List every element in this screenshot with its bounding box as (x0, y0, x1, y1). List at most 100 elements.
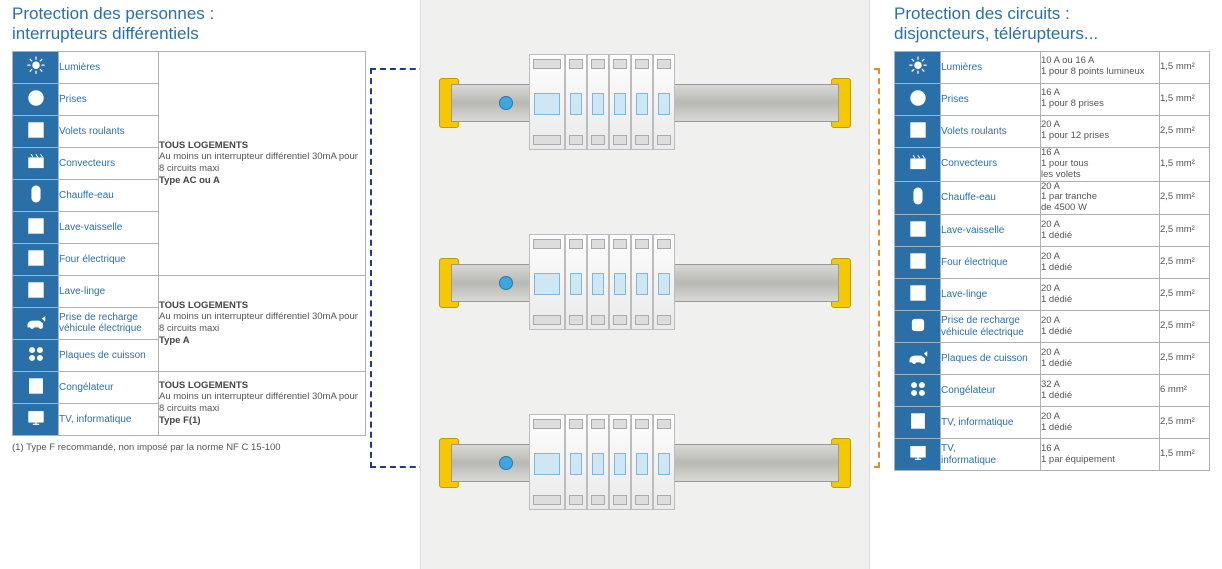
row-spec: 20 A1 dédié (1041, 215, 1160, 247)
row-spec: 20 A1 dédié (1041, 247, 1160, 279)
row-label: Prise de recharge véhicule électrique (59, 307, 159, 339)
row-spec: 10 A ou 16 A1 pour 8 points lumineux (1041, 51, 1160, 83)
din-row-3 (451, 396, 839, 526)
row-wire: 2,5 mm² (1160, 279, 1210, 311)
tv-icon (895, 439, 941, 471)
row-wire: 6 mm² (1160, 375, 1210, 407)
row-label: Lave-vaisselle (59, 211, 159, 243)
light-icon (895, 51, 941, 83)
tv-icon (13, 403, 59, 435)
row-spec: 20 A1 par tranchede 4500 W (1041, 181, 1160, 215)
row-wire: 2,5 mm² (1160, 311, 1210, 343)
row-spec: 20 A1 dédié (1041, 407, 1160, 439)
row-wire: 1,5 mm² (1160, 83, 1210, 115)
row-wire: 2,5 mm² (1160, 407, 1210, 439)
row-label: Plaques de cuisson (59, 339, 159, 371)
left-column: Protection des personnes :interrupteurs … (12, 4, 366, 453)
row-label: Chauffe-eau (59, 179, 159, 211)
dishwasher-icon (895, 215, 941, 247)
row-spec: 20 A1 dédié (1041, 279, 1160, 311)
bus-knob-icon (499, 96, 513, 110)
row-spec: 20 A1 dédié (1041, 343, 1160, 375)
breaker-module (609, 54, 631, 150)
row-label: Volets roulants (941, 115, 1041, 147)
bus-knob-icon (499, 276, 513, 290)
heater-icon (895, 147, 941, 181)
breaker-module (631, 54, 653, 150)
row-label: TV, informatique (59, 403, 159, 435)
left-footnote: (1) Type F recommandé, non imposé par la… (12, 442, 366, 453)
row-label: Chauffe-eau (941, 181, 1041, 215)
washer-icon (895, 279, 941, 311)
row-spec: 32 A1 dédié (1041, 375, 1160, 407)
row-label: TV,informatique (941, 439, 1041, 471)
outlet-icon (895, 83, 941, 115)
rcd-module (529, 234, 565, 330)
group-note: TOUS LOGEMENTSAu moins un interrupteur d… (159, 51, 366, 275)
bus-knob-icon (499, 456, 513, 470)
row-spec: 20 A1 dédié (1041, 311, 1160, 343)
heater-icon (13, 147, 59, 179)
right-title: Protection des circuits :disjoncteurs, t… (894, 4, 1210, 45)
distribution-panel (420, 0, 870, 569)
left-title: Protection des personnes :interrupteurs … (12, 4, 366, 45)
row-wire: 2,5 mm² (1160, 115, 1210, 147)
din-row-1 (451, 36, 839, 166)
oven-icon (13, 243, 59, 275)
oven-icon (895, 247, 941, 279)
shutter-icon (895, 115, 941, 147)
row-label: Volets roulants (59, 115, 159, 147)
breaker-module (609, 234, 631, 330)
breaker-module (631, 234, 653, 330)
row-label: Lumières (941, 51, 1041, 83)
row-label: Prises (941, 83, 1041, 115)
row-wire: 1,5 mm² (1160, 439, 1210, 471)
hob-icon (895, 375, 941, 407)
row-label: Prise de recharge véhicule électrique (941, 311, 1041, 343)
group-note: TOUS LOGEMENTSAu moins un interrupteur d… (159, 371, 366, 435)
row-label: Four électrique (941, 247, 1041, 279)
breaker-module (653, 414, 675, 510)
outlet-icon (13, 83, 59, 115)
breaker-module (565, 54, 587, 150)
din-row-2 (451, 216, 839, 346)
row-spec: 16 A1 pour 8 prises (1041, 83, 1160, 115)
row-label: TV, informatique (941, 407, 1041, 439)
breaker-module (653, 234, 675, 330)
row-wire: 2,5 mm² (1160, 181, 1210, 215)
freezer-icon (13, 371, 59, 403)
row-label: Convecteurs (941, 147, 1041, 181)
breaker-module (587, 414, 609, 510)
ev-plug-icon (895, 311, 941, 343)
breaker-module (587, 234, 609, 330)
row-wire: 2,5 mm² (1160, 247, 1210, 279)
group-note: TOUS LOGEMENTSAu moins un interrupteur d… (159, 275, 366, 371)
ev-icon (895, 343, 941, 375)
module-group (529, 414, 675, 510)
row-label: Congélateur (941, 375, 1041, 407)
rcd-module (529, 414, 565, 510)
rcd-module (529, 54, 565, 150)
ev-icon (13, 307, 59, 339)
row-label: Lave-vaisselle (941, 215, 1041, 247)
module-group (529, 54, 675, 150)
row-wire: 2,5 mm² (1160, 215, 1210, 247)
row-spec: 20 A1 pour 12 prises (1041, 115, 1160, 147)
freezer-icon (895, 407, 941, 439)
row-label: Congélateur (59, 371, 159, 403)
breaker-module (653, 54, 675, 150)
washer-icon (13, 275, 59, 307)
row-wire: 1,5 mm² (1160, 147, 1210, 181)
breaker-module (587, 54, 609, 150)
row-label: Lave-linge (941, 279, 1041, 311)
row-label: Prises (59, 83, 159, 115)
row-wire: 2,5 mm² (1160, 343, 1210, 375)
breaker-module (565, 234, 587, 330)
breaker-module (565, 414, 587, 510)
right-column: Protection des circuits :disjoncteurs, t… (894, 4, 1210, 471)
dishwasher-icon (13, 211, 59, 243)
boiler-icon (895, 181, 941, 215)
row-label: Lumières (59, 51, 159, 83)
row-label: Plaques de cuisson (941, 343, 1041, 375)
right-table: Lumières10 A ou 16 A1 pour 8 points lumi… (894, 51, 1210, 472)
